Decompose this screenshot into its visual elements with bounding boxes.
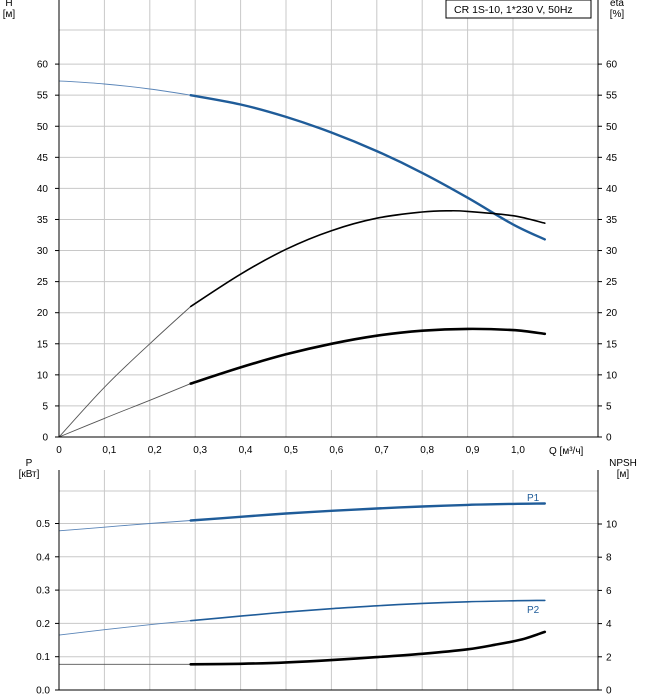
y-tick-label-power: 0.1 [36,652,50,663]
y-tick-label-npsh: 4 [606,619,612,630]
head-thin-curve [58,80,191,96]
x-tick-label: 1,0 [511,445,525,456]
x-tick-label: 0,9 [466,445,480,456]
y-tick-label-left: 60 [37,60,49,71]
y-tick-label-power: 0.5 [36,519,50,530]
y-tick-label-left: 20 [37,308,49,319]
y-tick-label-npsh: 2 [606,652,612,663]
npsh-curve [189,630,547,666]
y-tick-label-right: 20 [606,308,618,319]
y-tick-label-right: 60 [606,60,618,71]
y-axis-label-eta: eta [%] [610,0,625,20]
x-tick-label: 0 [56,445,62,456]
efficiency-thin-curve [58,306,192,438]
y-tick-label-left: 25 [37,277,49,288]
x-tick-label: 0,7 [375,445,389,456]
x-tick-label: 0,5 [284,445,298,456]
y-axis-label-npsh: NPSH [м] [609,458,637,480]
y-tick-label-left: 10 [37,370,49,381]
y-tick-label-npsh: 0 [606,686,612,697]
y-axis-label-power: P [кВт] [19,458,40,480]
y-tick-label-right: 50 [606,122,618,133]
y-tick-label-right: 30 [606,246,618,257]
p1-curve [189,502,546,522]
head-curve [189,94,546,241]
title-box [445,0,592,19]
y-tick-label-npsh: 6 [606,586,612,597]
x-tick-label: 0,1 [102,445,116,456]
x-tick-label: 0,2 [148,445,162,456]
label-layer: 0 0,1 0,2 0,3 0,4 0,5 0,6 0,7 0,8 0,9 1,00 05 510 101… [36,60,617,697]
y-tick-label-right: 15 [606,339,618,350]
y-tick-label-left: 0 [42,433,48,444]
efficiency-bold-curve [189,327,547,385]
series-label-p2: P2 [527,605,540,616]
y-tick-label-left: 30 [37,246,49,257]
y-tick-label-right: 40 [606,184,618,195]
y-tick-label-left: 40 [37,184,49,195]
efficiency-bold-thin-curve [58,383,191,438]
p2-thin-curve [58,620,191,636]
x-tick-label: 0,3 [193,445,207,456]
frame-layer [55,0,602,691]
p2-curve [189,599,546,622]
y-tick-label-left: 15 [37,339,49,350]
y-tick-label-right: 35 [606,215,618,226]
series-label-p1: P1 [527,493,540,504]
y-tick-label-right: 5 [606,401,612,412]
y-tick-label-right: 10 [606,370,618,381]
y-tick-label-power: 0.4 [36,552,50,563]
y-tick-label-left: 5 [42,401,48,412]
y-tick-label-right: 55 [606,91,618,102]
p1-thin-curve [58,520,191,532]
y-tick-label-right: 45 [606,153,618,164]
curve-layer [58,80,547,666]
chart-title: CR 1S-10, 1*230 V, 50Hz [454,4,573,16]
y-tick-label-left: 55 [37,91,49,102]
y-tick-label-left: 35 [37,215,49,226]
efficiency-curve [189,209,546,308]
y-tick-label-left: 50 [37,122,49,133]
x-tick-label: 0,4 [239,445,253,456]
y-tick-label-right: 0 [606,433,612,444]
y-tick-label-right: 25 [606,277,618,288]
y-axis-label-head: H [м] [3,0,16,20]
y-tick-label-power: 0.0 [36,686,50,697]
y-tick-label-npsh: 8 [606,553,612,564]
x-tick-label: 0,8 [420,445,434,456]
y-tick-label-npsh: 10 [606,520,618,531]
x-axis-label: Q [м³/ч] [549,446,584,457]
y-tick-label-power: 0.3 [36,586,50,597]
y-tick-label-power: 0.2 [36,619,50,630]
x-tick-label: 0,6 [329,445,343,456]
y-tick-label-left: 45 [37,153,49,164]
